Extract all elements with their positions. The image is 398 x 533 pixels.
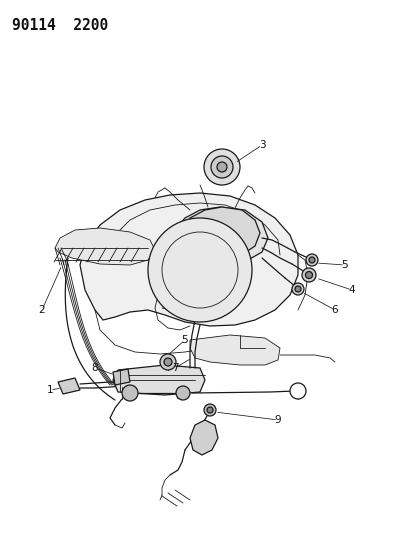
Circle shape bbox=[306, 254, 318, 266]
Polygon shape bbox=[113, 365, 205, 395]
Circle shape bbox=[217, 162, 227, 172]
Circle shape bbox=[207, 407, 213, 413]
Circle shape bbox=[306, 271, 312, 279]
Circle shape bbox=[160, 354, 176, 370]
Polygon shape bbox=[80, 193, 298, 326]
Polygon shape bbox=[183, 207, 260, 258]
Circle shape bbox=[204, 404, 216, 416]
Circle shape bbox=[122, 385, 138, 401]
Polygon shape bbox=[55, 228, 155, 265]
Text: 8: 8 bbox=[92, 363, 98, 373]
Text: 5: 5 bbox=[342, 260, 348, 270]
Text: 6: 6 bbox=[332, 305, 338, 315]
Circle shape bbox=[292, 283, 304, 295]
Text: 3: 3 bbox=[259, 140, 265, 150]
Polygon shape bbox=[190, 420, 218, 455]
Circle shape bbox=[164, 358, 172, 366]
Text: 7: 7 bbox=[172, 363, 178, 373]
Circle shape bbox=[309, 257, 315, 263]
Circle shape bbox=[176, 386, 190, 400]
Polygon shape bbox=[113, 369, 130, 385]
Circle shape bbox=[290, 383, 306, 399]
Circle shape bbox=[302, 268, 316, 282]
Circle shape bbox=[148, 218, 252, 322]
Circle shape bbox=[295, 286, 301, 292]
Text: 4: 4 bbox=[349, 285, 355, 295]
Polygon shape bbox=[190, 335, 280, 365]
Polygon shape bbox=[58, 378, 80, 394]
Text: 90114  2200: 90114 2200 bbox=[12, 18, 108, 33]
Text: 5: 5 bbox=[182, 335, 188, 345]
Text: 1: 1 bbox=[47, 385, 53, 395]
Text: 2: 2 bbox=[39, 305, 45, 315]
Circle shape bbox=[211, 156, 233, 178]
Circle shape bbox=[204, 149, 240, 185]
Text: 9: 9 bbox=[275, 415, 281, 425]
Polygon shape bbox=[175, 207, 268, 264]
